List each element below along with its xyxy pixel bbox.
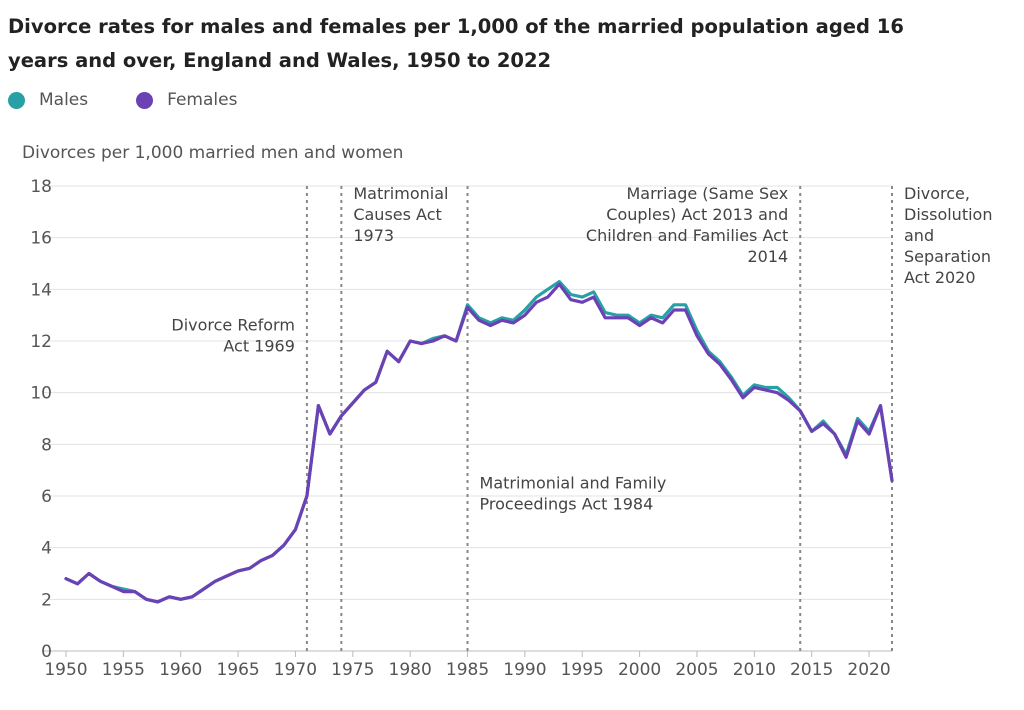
legend-marker-females — [136, 91, 154, 109]
annotation-text: Separation — [904, 247, 991, 266]
annotation-text: Act 2020 — [904, 268, 976, 287]
annotation-text: Marriage (Same Sex — [626, 184, 788, 203]
x-tick-label: 1990 — [503, 660, 546, 680]
y-tick-label: 0 — [41, 642, 52, 662]
annotation-text: Divorce, — [904, 184, 970, 203]
annotation-text: 1973 — [353, 226, 394, 245]
annotation-text: Divorce Reform — [171, 316, 295, 335]
x-tick-label: 1960 — [159, 660, 202, 680]
series-line-females — [64, 282, 894, 604]
x-tick-label: 1955 — [102, 660, 145, 680]
x-axis-ticks: 1950 1955 1960 1965 1970 1975 1980 1985 1990 1995… — [44, 651, 891, 680]
x-tick-label: 2000 — [618, 660, 661, 680]
annotation-text: 2014 — [748, 247, 789, 266]
annotation-text: Matrimonial — [353, 184, 448, 203]
y-tick-label: 8 — [41, 435, 52, 455]
x-tick-label: 2010 — [733, 660, 776, 680]
y-tick-label: 12 — [30, 332, 52, 352]
y-tick-label: 14 — [30, 280, 52, 300]
annotation-text: Causes Act — [353, 205, 441, 224]
annotation-text: Act 1969 — [223, 337, 295, 356]
chart-legend: Males Females — [8, 88, 285, 112]
legend-marker-males — [8, 91, 25, 109]
x-tick-label: 1950 — [44, 660, 87, 680]
legend-label-females: Females — [167, 90, 238, 110]
y-tick-label: 18 — [30, 177, 52, 197]
annotation-text: Proceedings Act 1984 — [480, 494, 654, 513]
annotation-text: Matrimonial and Family — [480, 473, 667, 492]
annotation-text: Dissolution — [904, 205, 992, 224]
x-tick-label: 1965 — [216, 660, 259, 680]
x-tick-label: 1980 — [389, 660, 432, 680]
chart-title: Divorce rates for males and females per … — [8, 15, 904, 72]
series-lines — [64, 280, 894, 604]
y-tick-label: 4 — [41, 539, 52, 559]
y-tick-label: 10 — [30, 384, 52, 404]
x-tick-label: 2020 — [847, 660, 890, 680]
y-tick-label: 16 — [30, 229, 52, 249]
x-tick-label: 1970 — [274, 660, 317, 680]
legend-label-males: Males — [39, 90, 89, 110]
x-tick-label: 1995 — [561, 660, 604, 680]
annotations: Divorce Reform Act 1969 Matrimonial Causes … — [171, 184, 992, 513]
x-tick-label: 1975 — [331, 660, 374, 680]
legend-item-females: Females — [136, 90, 237, 110]
y-tick-label: 2 — [41, 590, 52, 610]
y-tick-label: 6 — [41, 487, 52, 507]
y-axis-ticks: 0 2 4 6 8 10 12 14 16 18 — [30, 177, 52, 662]
annotation-text: and — [904, 226, 934, 245]
annotation-text: Couples) Act 2013 and — [606, 205, 788, 224]
legend-item-males: Males — [8, 90, 88, 110]
annotation-text: Children and Families Act — [586, 226, 788, 245]
y-axis-label: Divorces per 1,000 married men and women — [22, 143, 403, 163]
x-tick-label: 1985 — [446, 660, 489, 680]
x-tick-label: 2005 — [675, 660, 718, 680]
x-tick-label: 2015 — [790, 660, 833, 680]
